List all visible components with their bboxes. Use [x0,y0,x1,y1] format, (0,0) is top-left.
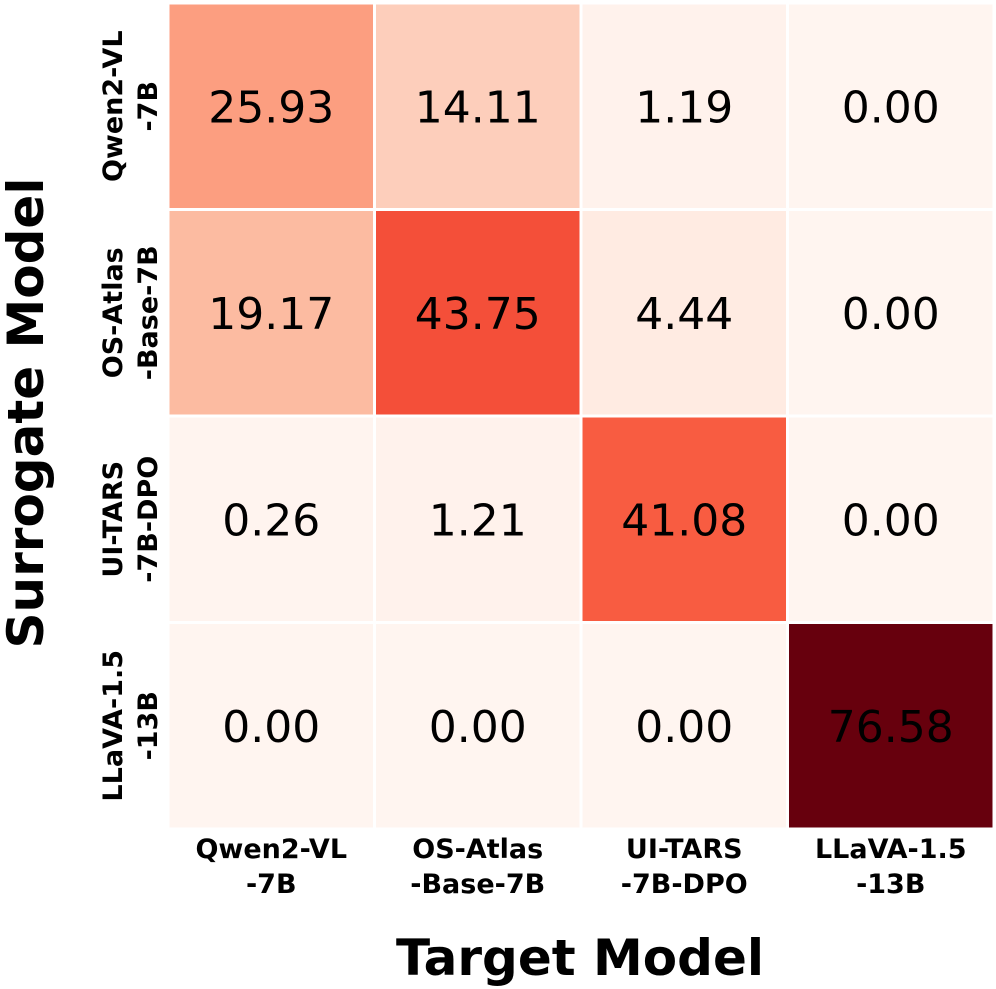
heatmap-cell-r1-c2 [582,211,786,415]
heatmap-cell-r0-c1 [376,4,580,208]
heatmap-cell-r3-c2 [582,624,786,828]
y-tick-labels: Qwen2-VL -7B OS-Atlas -Base-7B UI-TARS -7B-DP… [98,30,164,801]
x-tick-label-3: LLaVA-1.5 -13B [815,834,967,900]
heatmap-cell-r0-c3 [789,4,993,208]
cell-value-r3-c1: 0.00 [429,702,527,753]
cell-value-r2-c1: 1.21 [429,495,527,546]
cell-value-r1-c0: 19.17 [208,289,334,340]
heatmap-cells: 25.93 14.11 1.19 0.00 19.17 43.75 4.44 0.00 0.26… [169,4,993,828]
x-tick-label-0: Qwen2-VL -7B [195,834,347,900]
y-tick-label-3: LLaVA-1.5 -13B [98,650,164,802]
heatmap-cell-r1-c3 [789,211,993,415]
cell-value-r2-c2: 41.08 [621,495,747,546]
x-tick-label-2: UI-TARS -7B-DPO [621,834,748,900]
cell-value-r0-c3: 0.00 [842,82,940,133]
cell-value-r1-c3: 0.00 [842,289,940,340]
heatmap-cell-r3-c3 [789,624,993,828]
cell-value-r0-c0: 25.93 [208,82,334,133]
heatmap-cell-r2-c2 [582,417,786,621]
heatmap-cell-r1-c1 [376,211,580,415]
x-tick-label-1: OS-Atlas -Base-7B [410,834,545,900]
y-tick-label-0: Qwen2-VL -7B [98,30,164,182]
cell-value-r1-c2: 4.44 [635,289,733,340]
x-axis-title: Target Model [396,929,764,987]
y-axis-title: Surrogate Model [0,178,55,649]
cell-value-r3-c2: 0.00 [635,702,733,753]
heatmap-cell-r2-c1 [376,417,580,621]
heatmap-cell-r1-c0 [169,211,373,415]
heatmap-cell-r0-c0 [169,4,373,208]
cell-value-r3-c3: 76.58 [828,702,954,753]
heatmap-cell-r3-c0 [169,624,373,828]
cell-value-r1-c1: 43.75 [415,289,541,340]
y-tick-label-1: OS-Atlas -Base-7B [98,245,164,380]
cell-value-r0-c2: 1.19 [635,82,733,133]
x-tick-labels: Qwen2-VL -7B OS-Atlas -Base-7B UI-TARS -7B-DP… [195,834,966,900]
y-tick-label-2: UI-TARS -7B-DPO [98,456,164,583]
heatmap-cell-r2-c3 [789,417,993,621]
cell-value-r3-c0: 0.00 [222,702,320,753]
heatmap-cell-r3-c1 [376,624,580,828]
heatmap-cell-r0-c2 [582,4,786,208]
cell-value-r2-c0: 0.26 [222,495,320,546]
heatmap-cell-r2-c0 [169,417,373,621]
cell-value-r2-c3: 0.00 [842,495,940,546]
cell-value-r0-c1: 14.11 [415,82,541,133]
